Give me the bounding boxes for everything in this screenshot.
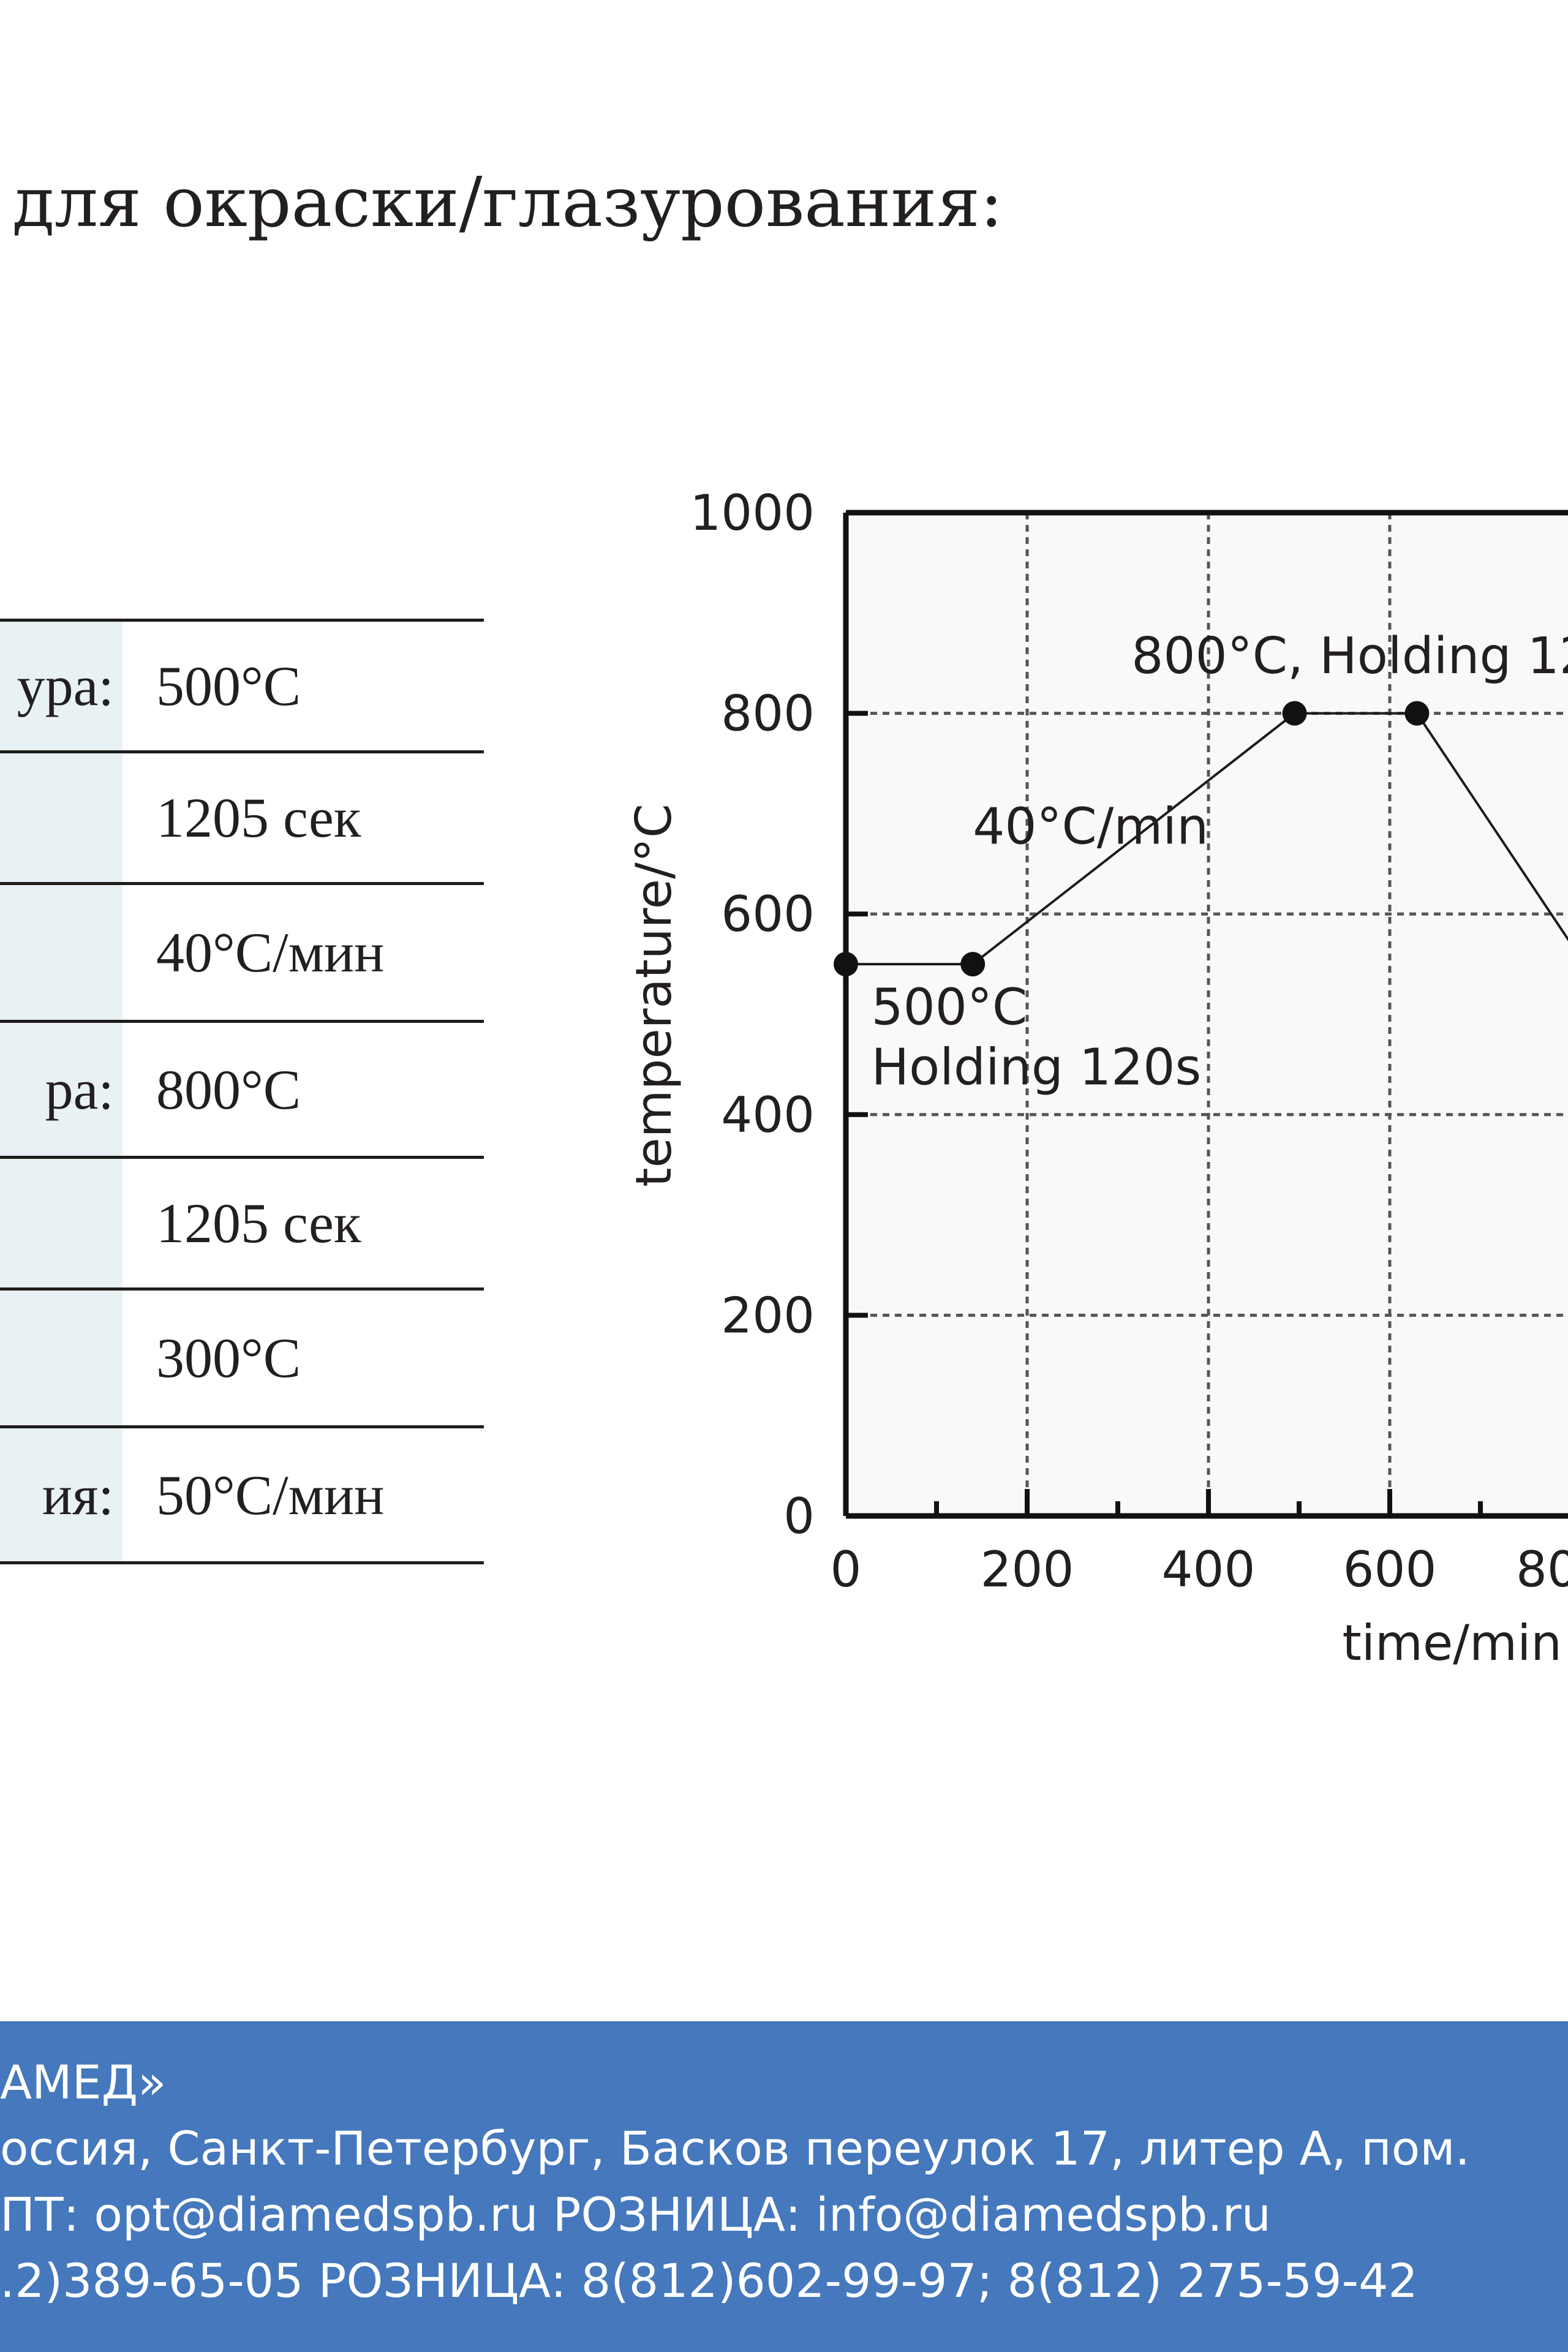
- y-tick-label: 400: [721, 1087, 815, 1144]
- data-point: [1404, 701, 1430, 726]
- param-row-hold-2: 1205 сек: [0, 1159, 484, 1291]
- param-label-cell: ра:: [0, 1023, 123, 1156]
- data-point: [1282, 701, 1307, 726]
- y-tick-label: 1000: [690, 484, 815, 541]
- footer-company: АМЕД»: [0, 2055, 167, 2109]
- param-label-cell: [0, 885, 123, 1020]
- x-tick-label: 0: [831, 1541, 862, 1598]
- param-row-cool-rate: ия: 50°C/мин: [0, 1428, 484, 1564]
- param-row-start-temp: ура: 500°C: [0, 619, 484, 753]
- chart-annotation: 500°C: [871, 978, 1027, 1036]
- param-label-cell: ия:: [0, 1428, 123, 1561]
- param-label-cell: [0, 1159, 123, 1287]
- x-axis-label: time/min: [1342, 1615, 1562, 1672]
- firing-curve-chart: 0 200 400 600 800 1000 0 200 400 600 80 time/min tem…: [625, 484, 1568, 1672]
- footer-phones: .2)389-65-05 РОЗНИЦА: 8(812)602-99-97; 8…: [0, 2253, 1418, 2308]
- param-label: ра:: [45, 1058, 114, 1121]
- page-heading: для окраски/глазурования:: [12, 163, 1003, 243]
- x-tick-label: 600: [1343, 1541, 1437, 1598]
- param-label: ура:: [17, 655, 114, 717]
- param-value: 500°C: [156, 655, 301, 717]
- param-row-hold-1: 1205 сек: [0, 753, 484, 885]
- param-label: ия:: [42, 1463, 114, 1526]
- data-point: [834, 952, 858, 977]
- x-tick-label: 200: [981, 1541, 1074, 1598]
- param-label-cell: [0, 1291, 123, 1425]
- firing-parameters-table: ура: 500°C 1205 сек 40°C/мин ра: 800°C 1…: [0, 619, 484, 1564]
- y-tick-label: 200: [721, 1287, 815, 1344]
- chart-annotation: Holding 120s: [871, 1039, 1201, 1097]
- y-tick-label: 0: [783, 1488, 815, 1545]
- param-value: 50°C/мин: [156, 1463, 385, 1526]
- param-value: 800°C: [156, 1058, 301, 1121]
- param-label-cell: [0, 753, 123, 882]
- param-value: 40°C/мин: [156, 921, 385, 984]
- param-value: 1205 сек: [156, 786, 361, 849]
- footer-emails: ПТ: opt@diamedspb.ru РОЗНИЦА: info@diame…: [0, 2187, 1271, 2242]
- param-label-cell: ура:: [0, 622, 123, 750]
- data-point: [960, 952, 986, 977]
- x-tick-label: 400: [1162, 1541, 1256, 1598]
- param-row-final-temp: ра: 800°C: [0, 1023, 484, 1159]
- param-row-heat-rate: 40°C/мин: [0, 885, 484, 1023]
- y-tick-label: 600: [721, 886, 815, 943]
- x-tick-label: 80: [1516, 1541, 1568, 1598]
- param-value: 300°C: [156, 1327, 301, 1389]
- param-row-cool-temp: 300°C: [0, 1291, 484, 1428]
- chart-annotation: 40°C/min: [973, 798, 1208, 856]
- y-tick-label: 800: [721, 685, 815, 742]
- footer-address: оссия, Санкт-Петербург, Басков переулок …: [0, 2121, 1470, 2176]
- y-axis-label: temperature/°C: [625, 804, 682, 1187]
- param-value: 1205 сек: [156, 1192, 361, 1254]
- chart-annotation: 800°C, Holding 12: [1131, 627, 1568, 685]
- footer-contact-bar: АМЕД» оссия, Санкт-Петербург, Басков пер…: [0, 2021, 1568, 2352]
